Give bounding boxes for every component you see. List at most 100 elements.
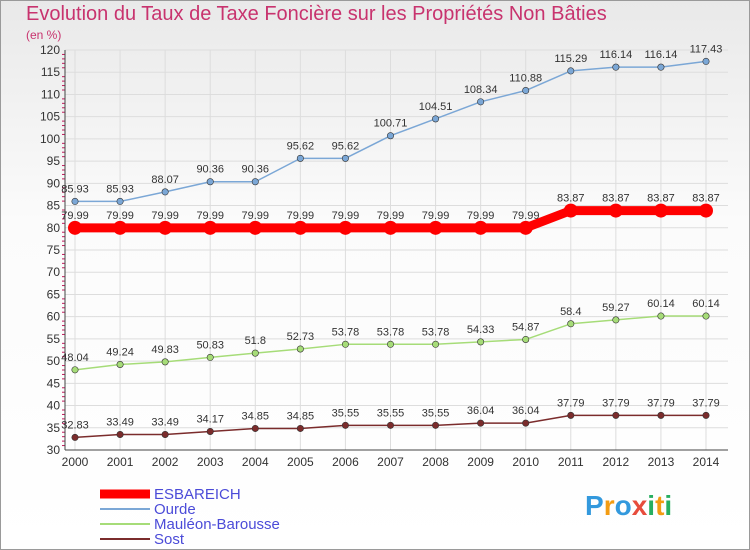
y-tick-label: 50 bbox=[47, 354, 61, 368]
logo-letter: P bbox=[585, 490, 604, 521]
axes: 30 35 40 45 50 55 60 65 70 75 80 85 90 95 100 105 110 115… bbox=[40, 43, 728, 469]
data-label: 116.14 bbox=[599, 49, 632, 61]
data-label: 79.99 bbox=[151, 210, 179, 222]
data-point bbox=[341, 340, 349, 348]
logo-letter: i bbox=[647, 490, 656, 521]
y-tick-label: 45 bbox=[47, 376, 61, 390]
data-label: 50.83 bbox=[196, 339, 224, 351]
data-point bbox=[428, 220, 443, 235]
data-label: 60.14 bbox=[692, 298, 720, 310]
data-point bbox=[203, 220, 218, 235]
data-label: 35.55 bbox=[377, 407, 405, 419]
data-label: 95.62 bbox=[332, 140, 360, 152]
data-point bbox=[161, 430, 169, 438]
x-tick-label: 2008 bbox=[422, 455, 449, 469]
data-point bbox=[71, 366, 79, 374]
y-tick-label: 65 bbox=[47, 287, 61, 301]
y-tick-label: 60 bbox=[47, 310, 61, 324]
data-label: 59.27 bbox=[602, 302, 630, 314]
data-point bbox=[158, 220, 173, 235]
data-label: 37.79 bbox=[602, 397, 630, 409]
proxiti-logo: Proxiti bbox=[585, 490, 672, 522]
data-label: 33.49 bbox=[106, 416, 134, 428]
data-label: 79.99 bbox=[242, 210, 270, 222]
data-label: 79.99 bbox=[467, 210, 495, 222]
data-label: 52.73 bbox=[287, 331, 315, 343]
y-tick-label: 95 bbox=[47, 154, 61, 168]
data-label: 37.79 bbox=[557, 397, 585, 409]
data-label: 37.79 bbox=[692, 397, 720, 409]
data-label: 79.99 bbox=[512, 210, 540, 222]
data-labels: 79.99 79.99 79.99 79.99 79.99 79.99 79.99 79.99… bbox=[61, 43, 722, 431]
data-point bbox=[161, 358, 169, 366]
data-label: 60.14 bbox=[647, 298, 675, 310]
data-point bbox=[563, 203, 578, 218]
data-point bbox=[296, 424, 304, 432]
data-label: 108.34 bbox=[464, 84, 498, 96]
data-point bbox=[432, 421, 440, 429]
data-point bbox=[702, 411, 710, 419]
y-tick-label: 80 bbox=[47, 221, 61, 235]
data-point bbox=[477, 419, 485, 427]
x-tick-label: 2007 bbox=[377, 455, 404, 469]
data-label: 54.87 bbox=[512, 321, 540, 333]
data-label: 104.51 bbox=[419, 101, 453, 113]
data-label: 83.87 bbox=[647, 193, 675, 205]
data-label: 35.55 bbox=[422, 407, 450, 419]
y-tick-label: 85 bbox=[47, 199, 61, 213]
legend-label: ESBAREICH bbox=[154, 486, 241, 503]
y-tick-label: 100 bbox=[40, 132, 60, 146]
data-label: 49.83 bbox=[151, 344, 179, 356]
y-tick-label: 40 bbox=[47, 399, 61, 413]
logo-letter: o bbox=[614, 490, 632, 521]
y-tick-label: 115 bbox=[41, 65, 60, 79]
data-point bbox=[473, 220, 488, 235]
x-tick-label: 2005 bbox=[287, 455, 314, 469]
data-label: 33.49 bbox=[151, 416, 179, 428]
data-point bbox=[522, 335, 530, 343]
legend-label: Sost bbox=[154, 531, 185, 548]
x-tick-label: 2003 bbox=[197, 455, 224, 469]
data-point bbox=[518, 220, 533, 235]
y-tick-label: 30 bbox=[47, 443, 61, 457]
chart-subtitle: (en %) bbox=[26, 28, 62, 42]
data-point bbox=[386, 421, 394, 429]
y-tick-label: 110 bbox=[41, 87, 60, 101]
data-point bbox=[71, 197, 79, 205]
data-point bbox=[248, 220, 263, 235]
y-tick-label: 75 bbox=[47, 243, 61, 257]
data-label: 90.36 bbox=[242, 164, 270, 176]
data-label: 53.78 bbox=[332, 326, 360, 338]
data-point bbox=[657, 411, 665, 419]
data-point bbox=[386, 340, 394, 348]
data-point bbox=[657, 63, 665, 71]
data-label: 100.71 bbox=[374, 118, 408, 130]
data-point bbox=[477, 338, 485, 346]
data-point bbox=[383, 220, 398, 235]
x-tick-label: 2006 bbox=[332, 455, 359, 469]
x-tick-label: 2010 bbox=[512, 455, 539, 469]
data-point bbox=[116, 430, 124, 438]
data-point bbox=[206, 178, 214, 186]
data-label: 85.93 bbox=[61, 183, 89, 195]
y-tick-label: 120 bbox=[40, 43, 60, 57]
data-point bbox=[338, 220, 353, 235]
data-point bbox=[567, 411, 575, 419]
data-label: 79.99 bbox=[332, 210, 360, 222]
data-point bbox=[567, 320, 575, 328]
data-point bbox=[161, 188, 169, 196]
data-point bbox=[251, 178, 259, 186]
data-point bbox=[699, 203, 713, 218]
data-label: 32.83 bbox=[61, 419, 89, 431]
data-label: 34.17 bbox=[196, 413, 224, 425]
x-tick-label: 2014 bbox=[693, 455, 720, 469]
grid bbox=[65, 49, 728, 451]
data-label: 83.87 bbox=[557, 193, 585, 205]
data-label: 48.04 bbox=[61, 352, 89, 364]
data-point bbox=[432, 340, 440, 348]
y-tick-label: 105 bbox=[40, 110, 60, 124]
x-tick-label: 2000 bbox=[62, 455, 89, 469]
legend-label: Mauléon-Barousse bbox=[154, 516, 280, 533]
